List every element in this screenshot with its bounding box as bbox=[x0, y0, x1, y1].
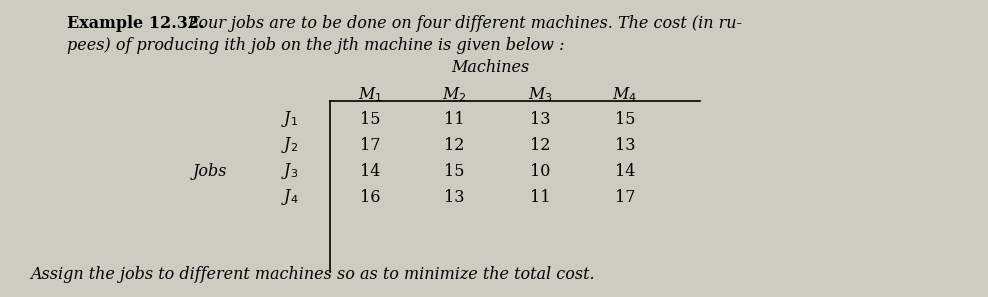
Text: 13: 13 bbox=[615, 137, 635, 154]
Text: 14: 14 bbox=[360, 162, 380, 179]
Text: 11: 11 bbox=[530, 189, 550, 206]
Text: Assign the jobs to different machines so as to minimize the total cost.: Assign the jobs to different machines so… bbox=[30, 266, 595, 283]
Text: J$_2$: J$_2$ bbox=[282, 135, 298, 155]
Text: 13: 13 bbox=[444, 189, 464, 206]
Text: M$_2$: M$_2$ bbox=[442, 85, 466, 104]
Text: 12: 12 bbox=[444, 137, 464, 154]
Text: J$_3$: J$_3$ bbox=[282, 161, 298, 181]
Text: 15: 15 bbox=[444, 162, 464, 179]
Text: J$_1$: J$_1$ bbox=[282, 109, 298, 129]
Text: 17: 17 bbox=[360, 137, 380, 154]
Text: 15: 15 bbox=[615, 110, 635, 127]
Text: Example 12.32.: Example 12.32. bbox=[67, 15, 205, 32]
Text: 16: 16 bbox=[360, 189, 380, 206]
Text: Jobs: Jobs bbox=[193, 162, 227, 179]
Text: 13: 13 bbox=[530, 110, 550, 127]
Text: M$_1$: M$_1$ bbox=[358, 85, 382, 104]
Text: 10: 10 bbox=[530, 162, 550, 179]
Text: Four jobs are to be done on four different machines. The cost (in ru-: Four jobs are to be done on four differe… bbox=[183, 15, 742, 32]
Text: M$_4$: M$_4$ bbox=[613, 85, 637, 104]
Text: 12: 12 bbox=[530, 137, 550, 154]
Text: J$_4$: J$_4$ bbox=[282, 187, 298, 207]
Text: 17: 17 bbox=[615, 189, 635, 206]
Text: Machines: Machines bbox=[451, 59, 530, 76]
Text: pees) of producing ith job on the jth machine is given below :: pees) of producing ith job on the jth ma… bbox=[67, 37, 564, 54]
Text: 11: 11 bbox=[444, 110, 464, 127]
Text: 15: 15 bbox=[360, 110, 380, 127]
Text: 14: 14 bbox=[615, 162, 635, 179]
Text: M$_3$: M$_3$ bbox=[528, 85, 552, 104]
